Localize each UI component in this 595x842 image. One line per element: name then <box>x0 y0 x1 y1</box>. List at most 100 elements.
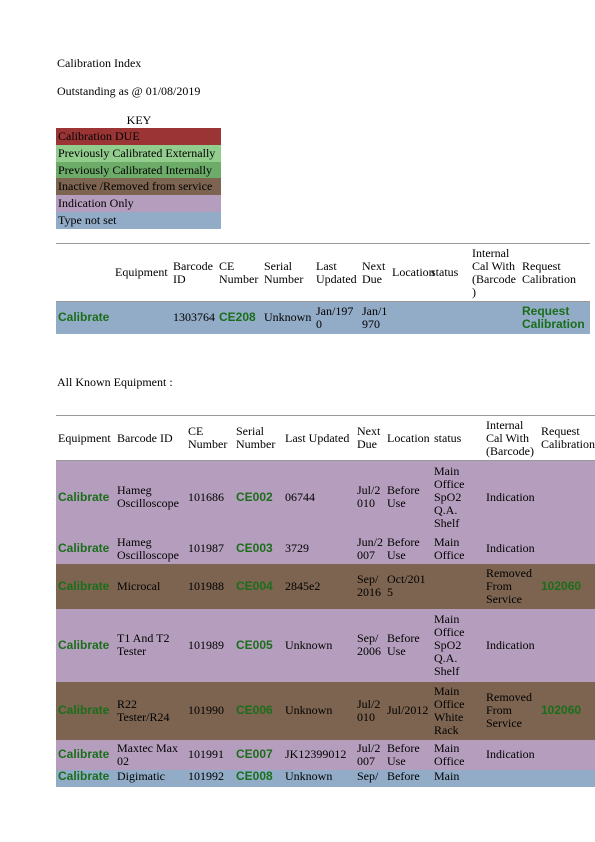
location-cell <box>390 302 429 334</box>
serial-cell: Unknown <box>264 310 312 325</box>
col-header-last-updated: Last Updated <box>283 415 355 461</box>
calibrate-wrap: Calibrate <box>56 534 115 564</box>
next-due-cell: Jul/2007 <box>357 740 381 768</box>
internal-cal-cell: Indication <box>486 637 535 652</box>
next-due-cell-wrap: Jul/2010 <box>355 461 385 534</box>
calibrate-link[interactable]: Calibrate <box>58 541 110 555</box>
internal-cal-cell: Indication <box>486 489 535 504</box>
table-row: Calibrate Hameg Oscilloscope 101987 CE003 37… <box>56 533 595 564</box>
barcode-cell-wrap: 101686 <box>186 461 234 534</box>
calibration-due-table: Equipment Barcode ID CE Number Serial Nu… <box>56 243 590 334</box>
ce-number-link[interactable]: CE008 <box>236 769 273 783</box>
last-updated-cell-wrap: Unknown <box>283 682 355 740</box>
request-calibration-link[interactable]: Request Calibration <box>522 303 585 331</box>
request-calibration-cell-wrap: 102060 <box>539 564 595 609</box>
ce-number-link[interactable]: CE004 <box>236 578 273 593</box>
internal-cal-cell-wrap: Indication <box>484 461 539 534</box>
status-cell-wrap <box>432 564 484 609</box>
equipment-cell <box>113 302 171 334</box>
barcode-cell-wrap: 101987 <box>186 534 234 564</box>
internal-cal-cell-wrap: Indication <box>484 534 539 564</box>
col-header-equipment: Equipment <box>56 415 115 461</box>
next-due-cell-wrap: Sep/ <box>355 770 385 787</box>
col-header-internal-cal: Internal Cal With (Barcode) <box>484 415 539 461</box>
table-row: Calibrate 1303764 CE208 Unknown Jan/1970… <box>56 301 590 334</box>
col-header-equipment: Equipment <box>113 243 171 302</box>
last-updated-cell: 06744 <box>285 489 315 504</box>
internal-cal-cell-wrap <box>484 770 539 787</box>
internal-cal-cell: Removed From Service <box>486 565 532 606</box>
barcode-cell: 101987 <box>188 541 224 555</box>
ce-number-link[interactable]: CE006 <box>236 703 273 717</box>
equipment-cell-wrap: Microcal <box>115 564 186 609</box>
col-header-location: Location <box>390 243 435 302</box>
request-calibration-cell-wrap <box>539 609 595 682</box>
request-calibration-cell-wrap <box>539 461 595 534</box>
next-due-cell-wrap: Jul/2010 <box>355 682 385 740</box>
equipment-cell: Hameg Oscilloscope <box>117 534 179 562</box>
calibrate-wrap: Calibrate <box>56 461 115 534</box>
table-row: Calibrate Hameg Oscilloscope 101686 CE002 06… <box>56 460 595 534</box>
status-cell-wrap: Main Office <box>432 534 484 564</box>
internal-cal-cell: Indication <box>486 541 535 555</box>
col-header-status: status <box>429 243 470 302</box>
location-cell-wrap: Before <box>385 770 432 787</box>
internal-cal-cell-wrap: Indication <box>484 609 539 682</box>
calibrate-link[interactable]: Calibrate <box>58 769 110 783</box>
next-due-cell-wrap: Jul/2007 <box>355 740 385 770</box>
ce-number-wrap: CE004 <box>234 564 283 609</box>
status-cell: Main Office White Rack <box>434 683 465 737</box>
next-due-cell-wrap: Jun/2007 <box>355 534 385 564</box>
next-due-cell: Jan/1970 <box>362 303 388 331</box>
calibrate-wrap: Calibrate <box>56 564 115 609</box>
ce-number-wrap: CE008 <box>234 770 283 787</box>
ce-number-link[interactable]: CE007 <box>236 747 273 761</box>
equipment-cell: R22 Tester/R24 <box>117 696 170 724</box>
status-cell: Main <box>434 769 460 783</box>
calibrate-link[interactable]: Calibrate <box>58 578 110 593</box>
location-cell: Before Use <box>387 534 420 562</box>
last-updated-cell-wrap: 06744 <box>283 461 355 534</box>
ce-number-wrap: CE002 <box>234 461 283 534</box>
request-calibration-cell-wrap <box>539 740 595 770</box>
col-header-serial: Serial Number <box>234 415 283 461</box>
last-updated-cell: Unknown <box>285 769 333 783</box>
ce-number-link[interactable]: CE005 <box>236 637 273 652</box>
col-header-ce-number: CE Number <box>217 243 262 302</box>
ce-number-link[interactable]: CE003 <box>236 541 273 555</box>
next-due-cell-wrap: Sep/2016 <box>355 564 385 609</box>
barcode-cell-wrap: 101992 <box>186 770 234 787</box>
key-item-indication-only: Indication Only <box>56 195 221 212</box>
key-title: KEY <box>126 113 152 127</box>
calibrate-link[interactable]: Calibrate <box>58 489 110 504</box>
all-known-heading: All Known Equipment : <box>57 375 173 389</box>
equipment-cell-wrap: Hameg Oscilloscope <box>115 534 186 564</box>
key-item-calibrated-externally: Previously Calibrated Externally <box>56 144 221 162</box>
request-calibration-cell: 102060 <box>541 703 582 717</box>
last-updated-cell-wrap: 2845e2 <box>283 564 355 609</box>
calibrate-link[interactable]: Calibrate <box>58 637 110 652</box>
request-calibration-cell-wrap <box>539 770 595 787</box>
col-header-serial: Serial Number <box>262 243 314 302</box>
request-calibration-cell: 102060 <box>541 578 582 593</box>
next-due-cell: Sep/ <box>357 769 379 783</box>
calibrate-link[interactable]: Calibrate <box>58 310 110 325</box>
location-cell: Oct/2015 <box>387 572 426 599</box>
barcode-cell: 101988 <box>188 578 224 593</box>
due-table-header: Equipment Barcode ID CE Number Serial Nu… <box>56 243 590 302</box>
status-cell: Main Office <box>434 740 465 768</box>
equipment-cell: Digimatic <box>117 769 165 783</box>
location-cell-wrap: Oct/2015 <box>385 564 432 609</box>
table-row: Calibrate T1 And T2 Tester 101989 CE005 Unkn… <box>56 608 595 682</box>
calibrate-link[interactable]: Calibrate <box>58 747 110 761</box>
ce-number-wrap: CE007 <box>234 740 283 770</box>
location-cell: Before Use <box>387 483 420 511</box>
ce-number-link[interactable]: CE002 <box>236 489 273 504</box>
table-row: Calibrate Digimatic 101992 CE008 Unknown Sep/… <box>56 769 595 787</box>
request-calibration-cell-wrap <box>539 534 595 564</box>
ce-number-link[interactable]: CE208 <box>219 310 256 325</box>
location-cell: Before Use <box>387 631 420 658</box>
calibrate-link[interactable]: Calibrate <box>58 703 110 717</box>
equipment-cell-wrap: Hameg Oscilloscope <box>115 461 186 534</box>
barcode-cell-wrap: 101988 <box>186 564 234 609</box>
